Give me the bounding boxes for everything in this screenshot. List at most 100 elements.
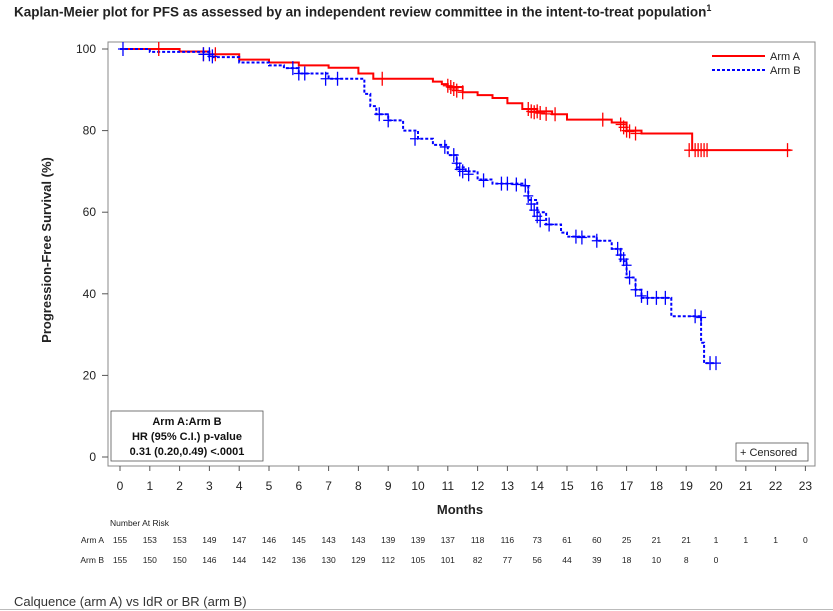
y-tick-label: 80 xyxy=(83,124,97,138)
risk-value: 73 xyxy=(532,535,542,545)
x-tick-label: 18 xyxy=(650,479,664,493)
risk-value: 136 xyxy=(292,555,306,565)
risk-value: 56 xyxy=(532,555,542,565)
risk-row-label-arm-b: Arm B xyxy=(80,555,104,565)
risk-value: 25 xyxy=(622,535,632,545)
risk-value: 153 xyxy=(143,535,157,545)
x-tick-label: 22 xyxy=(769,479,783,493)
y-tick-label: 40 xyxy=(83,287,97,301)
x-tick-label: 21 xyxy=(739,479,753,493)
censor-mark xyxy=(651,290,662,305)
risk-value: 153 xyxy=(173,535,187,545)
inset-line-3: 0.31 (0.20,0.49) <.0001 xyxy=(130,446,245,458)
censor-mark xyxy=(439,139,450,154)
censor-mark xyxy=(502,176,513,191)
risk-value: 130 xyxy=(322,555,336,565)
risk-value: 105 xyxy=(411,555,425,565)
risk-value: 142 xyxy=(262,555,276,565)
risk-value: 112 xyxy=(381,555,395,565)
censored-legend-label: + Censored xyxy=(740,447,797,459)
x-axis-label: Months xyxy=(437,502,483,517)
censor-mark xyxy=(624,270,635,285)
risk-value: 145 xyxy=(292,535,306,545)
censor-mark xyxy=(597,112,608,127)
x-tick-label: 10 xyxy=(411,479,425,493)
risk-value: 150 xyxy=(173,555,187,565)
y-tick-label: 0 xyxy=(89,450,96,464)
risk-value: 60 xyxy=(592,535,602,545)
censor-mark xyxy=(457,85,468,100)
x-tick-label: 5 xyxy=(266,479,273,493)
censor-mark xyxy=(207,49,218,64)
x-tick-label: 15 xyxy=(560,479,574,493)
x-tick-label: 11 xyxy=(442,479,455,493)
censor-mark xyxy=(448,148,459,163)
y-tick-label: 60 xyxy=(83,205,97,219)
risk-value: 139 xyxy=(411,535,425,545)
y-axis-label: Progression-Free Survival (%) xyxy=(39,157,54,343)
risk-value: 77 xyxy=(503,555,513,565)
risk-row-label-arm-a: Arm A xyxy=(81,535,104,545)
censor-mark xyxy=(541,106,552,121)
series-line-arm-b xyxy=(120,48,716,365)
x-tick-label: 12 xyxy=(471,479,485,493)
risk-value: 129 xyxy=(351,555,365,565)
x-tick-label: 3 xyxy=(206,479,213,493)
censor-mark xyxy=(410,131,421,146)
risk-value: 116 xyxy=(501,535,515,545)
risk-value: 144 xyxy=(232,555,246,565)
censor-mark xyxy=(287,61,298,76)
censor-mark xyxy=(642,290,653,305)
risk-value: 143 xyxy=(351,535,365,545)
x-tick-label: 9 xyxy=(385,479,392,493)
risk-value: 146 xyxy=(202,555,216,565)
censor-mark xyxy=(523,188,534,203)
y-tick-label: 20 xyxy=(83,368,97,382)
censor-mark xyxy=(535,106,546,121)
x-tick-label: 6 xyxy=(295,479,302,493)
censor-mark xyxy=(591,233,602,248)
censor-mark xyxy=(535,213,546,228)
censor-mark xyxy=(702,143,713,158)
inset-box xyxy=(110,410,264,462)
caption: Calquence (arm A) vs IdR or BR (arm B) xyxy=(14,594,247,609)
x-tick-label: 14 xyxy=(531,479,545,493)
censor-mark xyxy=(696,310,707,325)
risk-value: 39 xyxy=(592,555,602,565)
risk-value: 143 xyxy=(322,535,336,545)
censor-mark xyxy=(377,71,388,86)
risk-value: 1 xyxy=(743,535,748,545)
x-tick-label: 8 xyxy=(355,479,362,493)
risk-value: 155 xyxy=(113,555,127,565)
risk-table-title: Number At Risk xyxy=(110,518,170,528)
risk-value: 10 xyxy=(652,555,662,565)
x-tick-label: 20 xyxy=(709,479,723,493)
censor-mark xyxy=(463,167,474,182)
risk-value: 61 xyxy=(562,535,572,545)
risk-value: 21 xyxy=(652,535,662,545)
legend-label-arm-a: Arm A xyxy=(770,51,801,63)
censored-legend: + Censored xyxy=(735,442,809,462)
x-tick-label: 19 xyxy=(680,479,694,493)
censor-mark xyxy=(624,124,635,139)
censor-mark xyxy=(636,288,647,303)
plot-frame xyxy=(107,41,816,467)
censor-mark xyxy=(299,66,310,81)
censor-mark xyxy=(374,107,385,122)
censor-mark xyxy=(451,83,462,98)
censor-mark xyxy=(711,356,721,371)
risk-value: 0 xyxy=(803,535,808,545)
censor-mark xyxy=(690,309,701,324)
risk-value: 0 xyxy=(714,555,719,565)
x-tick-label: 17 xyxy=(620,479,634,493)
risk-value: 1 xyxy=(714,535,719,545)
risk-value: 18 xyxy=(622,555,632,565)
censor-mark xyxy=(478,173,489,188)
censor-mark xyxy=(117,42,128,56)
censor-mark xyxy=(383,113,394,128)
censor-mark xyxy=(576,230,587,245)
hazard-ratio-inset: Arm A:Arm B HR (95% C.I.) p-value 0.31 (… xyxy=(110,410,264,462)
x-tick-label: 1 xyxy=(146,479,153,493)
series-line-arm-a xyxy=(120,48,791,152)
risk-value: 8 xyxy=(684,555,689,565)
